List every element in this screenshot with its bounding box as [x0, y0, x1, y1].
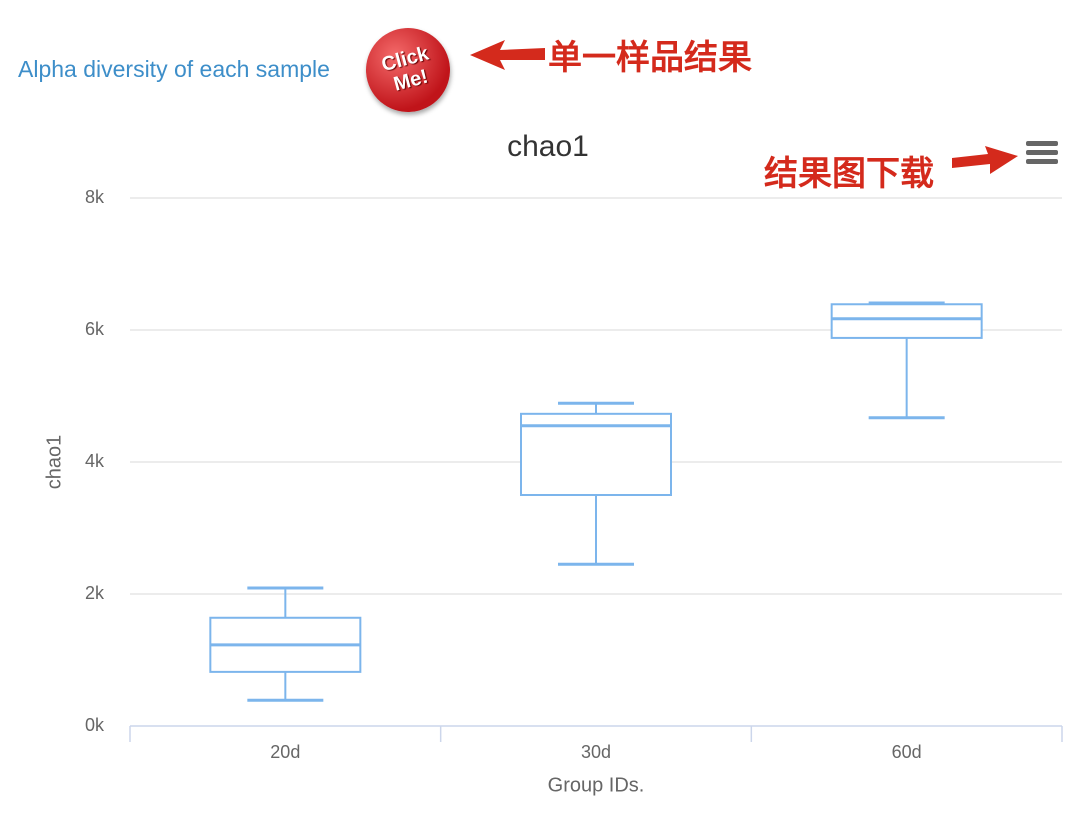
box: [520, 412, 672, 497]
x-tick-label: 20d: [270, 742, 300, 762]
annotation: 结果图下载: [764, 154, 934, 194]
x-tick-label: 60d: [892, 742, 922, 762]
x-axis-title: Group IDs.: [548, 774, 645, 796]
y-tick-label: 6k: [85, 319, 105, 339]
alpha-diversity-link[interactable]: Alpha diversity of each sample: [18, 56, 330, 82]
chart-title: chao1: [507, 130, 589, 163]
menu-bar: [1026, 150, 1058, 155]
arrow: [470, 40, 545, 70]
arrow: [952, 146, 1018, 174]
y-tick-label: 4k: [85, 451, 105, 471]
y-tick-label: 8k: [85, 187, 105, 207]
box: [830, 303, 983, 339]
x-tick-label: 30d: [581, 742, 611, 762]
annotation: 单一样品结果: [548, 38, 752, 78]
y-tick-label: 2k: [85, 583, 105, 603]
y-axis-title: chao1: [43, 435, 65, 490]
y-tick-label: 0k: [85, 715, 105, 735]
menu-bar: [1026, 159, 1058, 164]
menu-bar: [1026, 141, 1058, 146]
download-menu[interactable]: [1026, 141, 1058, 167]
